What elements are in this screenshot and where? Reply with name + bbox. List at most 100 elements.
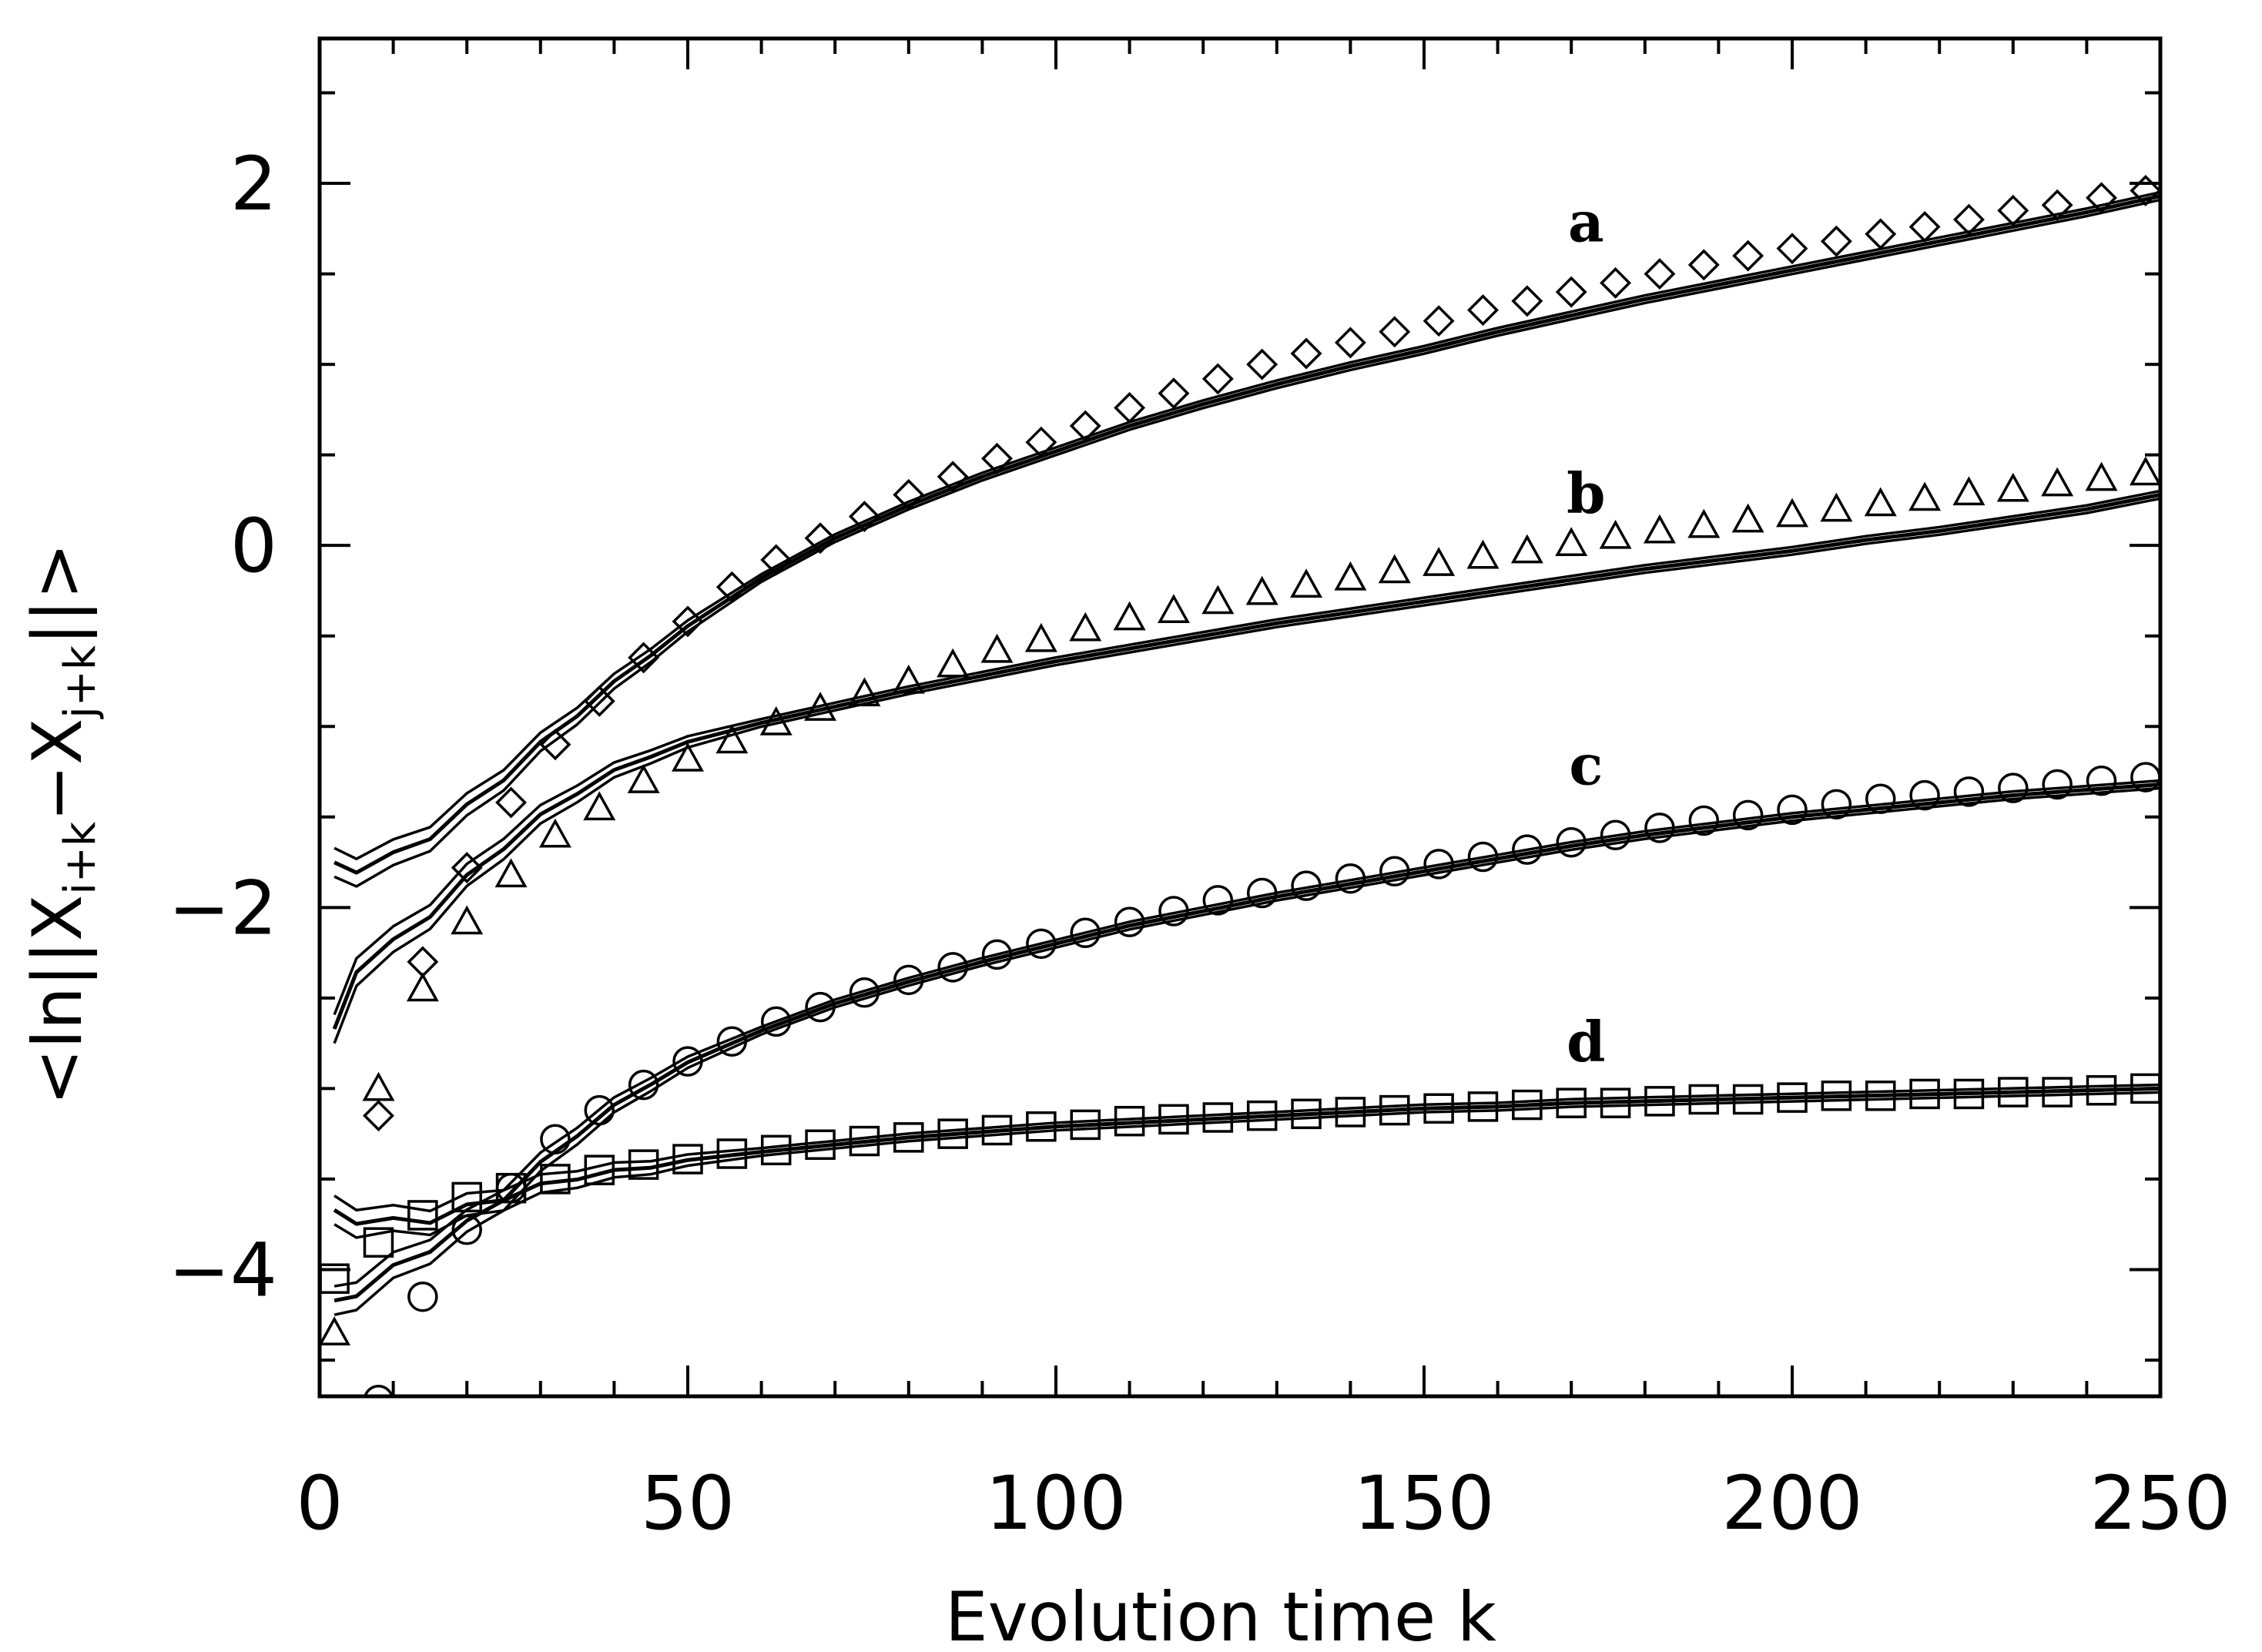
series-b-marker xyxy=(715,724,749,754)
series-b-marker xyxy=(1334,561,1367,591)
series-a-marker xyxy=(715,571,748,603)
series-b-marker xyxy=(1776,498,1808,528)
series-d-marker xyxy=(1512,1089,1543,1121)
series-b-marker xyxy=(494,858,528,888)
series-b-line xyxy=(333,489,2160,1016)
series-b-line xyxy=(333,497,2160,1044)
series-a-marker xyxy=(1114,392,1146,424)
plot-frame xyxy=(317,36,2163,1399)
series-b-marker xyxy=(1731,503,1764,533)
series-c-marker xyxy=(1644,813,1675,843)
series-d-marker xyxy=(363,1227,394,1258)
series-b-marker xyxy=(1996,472,2029,502)
series-c-marker xyxy=(981,939,1013,970)
series-b-marker xyxy=(1069,612,1102,642)
series-c-marker xyxy=(1070,917,1101,948)
series-d-marker xyxy=(628,1149,659,1180)
series-b-marker xyxy=(320,1316,351,1345)
series-b-marker xyxy=(1599,519,1632,549)
series-c-marker xyxy=(2086,766,2117,796)
series-b-marker xyxy=(937,648,970,678)
series-d-marker xyxy=(1998,1077,2029,1107)
series-b-marker xyxy=(362,1071,395,1101)
curves xyxy=(332,190,2160,1316)
series-b-marker xyxy=(804,692,837,721)
markers xyxy=(320,174,2160,1396)
x-tick-label: 50 xyxy=(641,1460,735,1546)
series-d-marker xyxy=(760,1134,792,1166)
series-a-marker xyxy=(2130,174,2160,206)
series-a-label: a xyxy=(1568,189,1604,254)
series-b-marker xyxy=(2085,461,2118,491)
series-a-line xyxy=(333,198,2160,888)
series-a-marker xyxy=(628,642,660,674)
series-a-marker xyxy=(848,501,880,533)
series-c-marker xyxy=(849,977,880,1008)
series-a-marker xyxy=(1511,285,1543,317)
series-d-marker xyxy=(1026,1111,1057,1142)
series-a-marker xyxy=(1600,266,1632,299)
series-c-marker xyxy=(760,1006,792,1037)
series-b-marker xyxy=(1113,601,1146,631)
series-a-marker xyxy=(672,605,704,638)
series-d-marker xyxy=(1821,1081,1852,1111)
series-c-marker xyxy=(540,1124,571,1154)
y-title-sub1: i+k xyxy=(55,821,106,894)
series-b-marker xyxy=(1510,534,1543,564)
series-a-marker xyxy=(363,1100,394,1132)
series-a-marker xyxy=(1379,316,1411,348)
series-b-marker xyxy=(406,972,439,1002)
series-c-marker xyxy=(1512,834,1543,865)
series-d-marker xyxy=(1600,1087,1631,1118)
y-title-prefix: <ln||X xyxy=(18,895,98,1106)
series-b-marker xyxy=(1423,547,1456,576)
series-c-marker xyxy=(1600,819,1631,851)
series-d-marker xyxy=(1379,1094,1410,1126)
series-c-marker xyxy=(1423,849,1454,880)
series-c-marker xyxy=(1953,776,1985,807)
series-c-marker xyxy=(1688,805,1720,836)
axis-ticks xyxy=(318,39,2162,1396)
tick-labels: 0 50 100 150 200 250 −4 −2 0 2 xyxy=(168,141,2230,1546)
series-a-marker xyxy=(1290,337,1322,370)
series-d-marker xyxy=(540,1164,571,1195)
series-a-marker xyxy=(451,852,483,884)
y-tick-label: 0 xyxy=(230,503,277,589)
series-b-marker xyxy=(1952,476,1986,506)
series-a-marker xyxy=(1423,305,1455,337)
series-b-marker xyxy=(1290,568,1323,598)
series-c-marker xyxy=(1865,783,1896,815)
series-b-marker xyxy=(1201,585,1235,615)
series-c-label: c xyxy=(1569,732,1603,797)
series-c-marker xyxy=(1026,928,1057,960)
series-b-label: b xyxy=(1567,461,1605,526)
x-tick-label: 100 xyxy=(985,1460,1126,1546)
series-c-marker xyxy=(1114,906,1145,937)
x-tick-label: 250 xyxy=(2089,1460,2230,1546)
series-b-marker xyxy=(1864,487,1897,517)
series-d-marker xyxy=(716,1138,748,1169)
series-c-marker xyxy=(584,1094,615,1126)
series-a-marker xyxy=(1997,194,2029,226)
series-a-marker xyxy=(1025,426,1057,458)
series-c-marker xyxy=(672,1046,703,1077)
series-b-marker xyxy=(1378,554,1411,584)
x-tick-label: 150 xyxy=(1353,1460,1494,1546)
series-c-marker xyxy=(1291,870,1322,901)
series-d-marker xyxy=(1777,1082,1808,1113)
series-b-marker xyxy=(1466,539,1500,569)
series-d-marker xyxy=(1423,1093,1454,1124)
series-b-marker xyxy=(627,764,660,793)
series-b-line xyxy=(332,492,2160,1030)
y-tick-label: 2 xyxy=(230,141,277,227)
series-b-marker xyxy=(1908,481,1942,511)
series-c-line xyxy=(333,779,2160,1288)
series-a-marker xyxy=(1644,258,1676,290)
series-c-marker xyxy=(628,1069,659,1101)
series-d-marker xyxy=(1644,1086,1675,1117)
series-c-marker xyxy=(1335,863,1366,894)
series-d-marker xyxy=(1158,1104,1189,1135)
series-c-marker xyxy=(1379,856,1410,887)
series-d-marker xyxy=(893,1122,924,1153)
